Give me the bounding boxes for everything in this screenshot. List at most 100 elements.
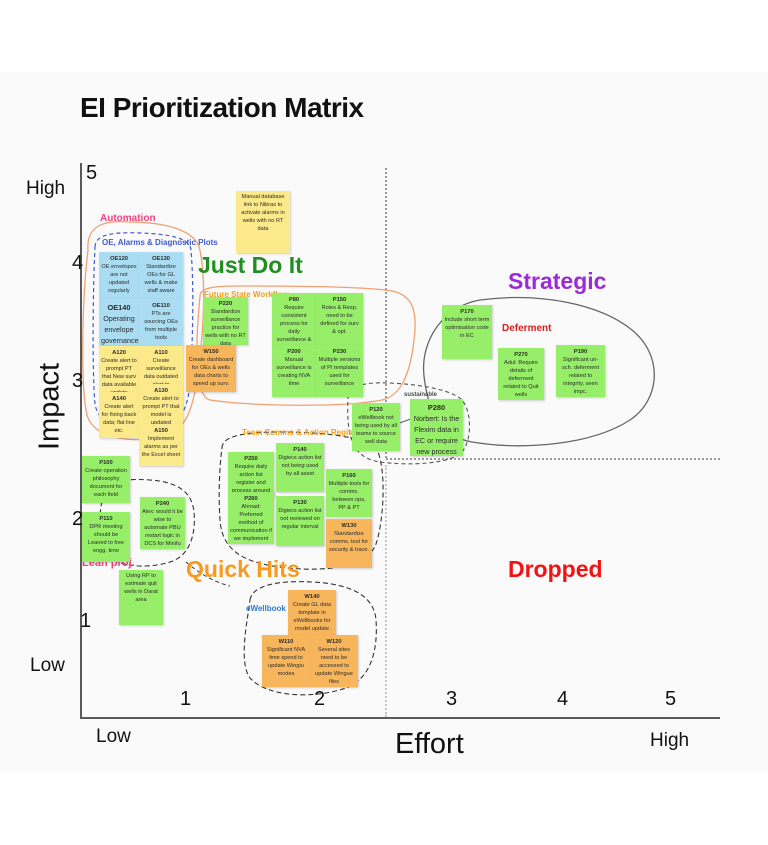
sticky-note-id: W130 — [341, 523, 357, 529]
sticky-note-id: A120 — [112, 350, 126, 356]
sticky-note-text: Create alert to prompt PT that model is … — [142, 396, 180, 424]
sticky-note-id: OE140 — [107, 303, 131, 312]
y-tick-4: 4 — [72, 252, 84, 274]
sticky-note-id: P230 — [332, 349, 347, 355]
sticky-note-text: Norbert: Is the Flexim data in EC or req… — [413, 414, 460, 456]
sticky-note-text: eWellbook not being used by all teams to… — [355, 415, 397, 446]
sticky-note-id: A110 — [154, 350, 168, 356]
sticky-note[interactable]: P270 Adul: Require details of deferment r… — [498, 348, 544, 400]
sticky-note[interactable]: A140 Create alert for fixing back data; f… — [99, 392, 139, 438]
cluster-label-deferment: Deferment — [502, 323, 552, 334]
sticky-note[interactable]: Using RP to estimate quit wells in Darat… — [119, 570, 163, 625]
cluster-label-future-state: Future State Workflow — [204, 290, 289, 299]
sticky-note-text: OE envelopes are not updated regularly — [101, 264, 137, 295]
sticky-note-text: Create surveillance data outdated alert … — [143, 358, 179, 384]
sticky-note[interactable]: OE130 Standardize OEs for GL wells & make… — [139, 252, 183, 299]
sticky-note-text: Significant un-sch. deferment related to… — [562, 357, 599, 395]
sticky-note[interactable]: P130 Digiecs action list not reviewed on … — [276, 496, 324, 546]
sticky-note-id: P130 — [293, 500, 307, 506]
sticky-note-id: P150 — [332, 297, 347, 303]
sticky-note-id: A140 — [112, 396, 126, 402]
sticky-note-id: P190 — [573, 349, 588, 355]
sticky-note[interactable]: A110 Create surveillance data outdated al… — [139, 346, 183, 384]
cluster-label-sustainable: sustainable — [404, 392, 438, 398]
quadrant-divider-vertical-lower — [385, 465, 387, 717]
sticky-note-text: DPR meeting should be Leaned to free eng… — [87, 524, 125, 555]
sticky-note-text: Digiecs action list not reviewed on regu… — [278, 508, 322, 531]
sticky-note-text: Alex: would it be wise to automate PBU r… — [142, 509, 183, 549]
sticky-note-text: Implement alarms as per the Excel sheet — [141, 436, 181, 459]
sticky-note[interactable]: W110 Significant NVA time spend to update… — [262, 635, 310, 687]
sticky-note[interactable]: W150 Create dashboard for OEs & wells dat… — [186, 345, 236, 392]
sticky-note[interactable]: P140 Digiecs action list not being used b… — [276, 443, 324, 492]
sticky-note[interactable]: W130 Standardize comms. tool for security… — [326, 519, 372, 568]
sticky-note-id: P250 — [244, 456, 258, 462]
sticky-note-text: Roles & Resp. need to be defined for sur… — [320, 305, 359, 336]
sticky-note[interactable]: P260 Ahmad: Preferred method of communica… — [228, 492, 274, 544]
sticky-note-id: P240 — [155, 501, 170, 507]
sticky-note[interactable]: P170 Include short term optimisation code… — [442, 305, 492, 359]
sticky-note-text: PTs are sourcing OEs from multiple tools — [144, 311, 178, 342]
sticky-note-text: Multiple versions of PI templates used f… — [318, 357, 361, 388]
sticky-note[interactable]: A120 Create alert to prompt PT that New s… — [99, 346, 139, 392]
sticky-note-id: P100 — [99, 460, 113, 466]
sticky-note[interactable]: P240 Alex: would it be wise to automate P… — [140, 497, 185, 549]
x-axis-low-label: Low — [96, 726, 131, 747]
y-axis-line — [80, 163, 82, 718]
sticky-note[interactable]: P110 DPR meeting should be Leaned to free… — [82, 512, 130, 562]
sticky-note-text: Several sites need to be accessed to upd… — [315, 647, 353, 685]
zone-quick-hits: Quick Hits — [186, 556, 300, 582]
sticky-note[interactable]: P120 eWellbook not being used by all team… — [352, 403, 400, 451]
sticky-note-id: W120 — [326, 639, 342, 645]
sticky-note-text: Manual surveillance is creating NVA time — [276, 357, 312, 388]
sticky-note-text: Using RP to estimate quit wells in Darat… — [124, 573, 158, 603]
sticky-note-id: OE120 — [109, 256, 129, 262]
sticky-note[interactable]: A150 Implement alarms as per the Excel sh… — [139, 424, 183, 466]
sticky-note[interactable]: A130 Create alert to prompt PT that model… — [139, 384, 183, 424]
sticky-note[interactable]: OE140 Operating envelope governance — [99, 299, 139, 346]
y-axis-title: Impact — [33, 362, 66, 451]
y-tick-3: 3 — [72, 370, 84, 392]
sticky-note[interactable]: OE110 PTs are sourcing OEs from multiple … — [139, 299, 183, 346]
sticky-note[interactable]: P230 Multiple versions of PI templates us… — [316, 345, 363, 397]
page-title: EI Prioritization Matrix — [80, 92, 364, 123]
sticky-note-text: Create GL data template in eWellbooks fo… — [292, 602, 332, 633]
sticky-note[interactable]: W140 Create GL data template in eWellbook… — [288, 590, 336, 638]
sticky-note[interactable]: P150 Roles & Resp. need to be defined for… — [316, 293, 363, 345]
sticky-note-id: P280 — [427, 403, 446, 412]
sticky-note[interactable]: P200 Manual surveillance is creating NVA … — [272, 345, 316, 397]
sticky-note-text: Significant NVA time spend to update Win… — [266, 647, 306, 678]
quadrant-divider-horizontal — [386, 458, 720, 460]
sticky-note[interactable]: W120 Several sites need to be accessed to… — [310, 635, 358, 687]
sticky-note-id: P120 — [369, 407, 383, 413]
x-tick-3: 3 — [446, 688, 458, 710]
sticky-note-id: P200 — [287, 349, 301, 355]
sticky-note-text: Manual database link to Nibras to activa… — [241, 194, 285, 232]
zone-just-do-it: Just Do It — [198, 252, 303, 278]
x-axis-title: Effort — [395, 728, 464, 760]
zone-strategic: Strategic — [508, 268, 607, 294]
sticky-note-id: W140 — [304, 594, 320, 600]
sticky-note[interactable]: OE120 OE envelopes are not updated regula… — [99, 252, 139, 299]
sticky-note-text: Require consistent process for daily sur… — [276, 305, 312, 345]
sticky-note-id: P170 — [460, 309, 474, 315]
sticky-note[interactable]: P220 Standardize surveillance practice fo… — [203, 297, 248, 345]
sticky-note[interactable]: P100 Create operation philosophy document… — [82, 456, 130, 503]
sticky-note[interactable]: P190 Significant un-sch. deferment relate… — [556, 345, 605, 397]
sticky-note-text: Standardize comms. tool for security & t… — [328, 531, 370, 554]
sticky-note-id: W110 — [278, 639, 294, 645]
sticky-note[interactable]: P160 Multiple tools for comms. between op… — [326, 469, 372, 517]
sticky-note[interactable]: P280 Norbert: Is the Flexim data in EC or… — [410, 399, 463, 456]
sticky-note-text: Create dashboard for OEs & wells data ch… — [188, 357, 234, 388]
sticky-note[interactable]: Manual database link to Nibras to activa… — [236, 191, 290, 253]
sticky-note[interactable]: P80 Require consistent process for daily … — [272, 293, 316, 345]
sticky-note-text: Standardize surveillance practice for we… — [205, 309, 246, 345]
x-tick-1: 1 — [180, 688, 192, 710]
sticky-note-id: P160 — [342, 473, 356, 479]
sticky-note-id: P220 — [218, 301, 233, 307]
sticky-note[interactable]: P250 Require daily action list register a… — [228, 452, 274, 497]
sticky-note-text: Operating envelope governance — [101, 314, 139, 345]
sticky-note-id: P110 — [99, 516, 113, 522]
sticky-note-text: Adul: Require details of deferment relat… — [503, 360, 539, 398]
sticky-note-id: P270 — [514, 352, 528, 358]
